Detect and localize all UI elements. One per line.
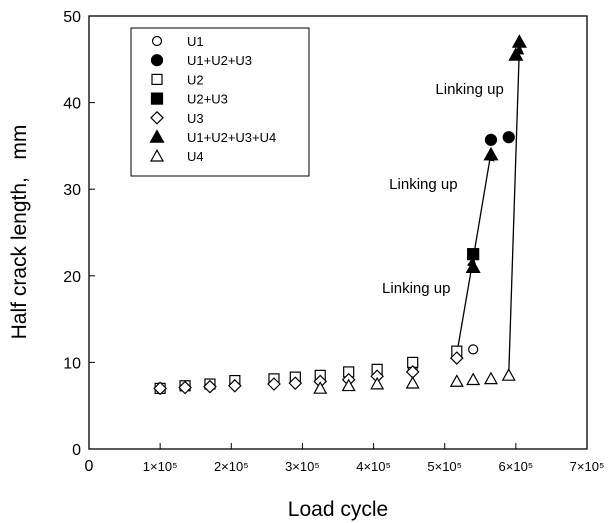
series-u1-u2-u3-u4 <box>465 34 527 273</box>
y-tick-label: 40 <box>63 96 81 113</box>
legend-marker-u2 <box>151 73 163 86</box>
linking-up-label: Linking up <box>435 81 503 98</box>
x-tick-label: 3×10⁵ <box>285 459 320 474</box>
legend-label-u1-u2-u3-u4: U1+U2+U3+U4 <box>187 130 276 145</box>
y-tick-label: 10 <box>63 355 81 372</box>
x-tick-label: 7×10⁵ <box>570 459 605 474</box>
linking-arrow <box>472 150 495 259</box>
data-point-u1-u2-u3 <box>502 131 515 144</box>
data-point-u1-u2-u3-u4 <box>508 47 524 61</box>
series-u3 <box>153 351 464 396</box>
x-tick-label: 1×10⁵ <box>143 459 178 474</box>
linking-arrow <box>508 44 525 375</box>
data-point-u1-u2-u3 <box>484 133 498 146</box>
data-point-u4 <box>405 375 420 389</box>
data-point-u3 <box>449 351 464 365</box>
data-point-u2-u3 <box>467 248 480 261</box>
y-tick-label: 30 <box>63 182 81 199</box>
data-point-u3 <box>227 378 242 393</box>
legend-label-u1-u2-u3: U1+U2+U3 <box>187 53 252 68</box>
x-tick-label: 2×10⁵ <box>214 459 249 474</box>
data-point-u4 <box>466 372 481 386</box>
y-axis-title: Half crack length, mm <box>8 125 31 340</box>
series-u1 <box>155 344 479 393</box>
y-tick-label: 20 <box>63 269 81 286</box>
y-tick-label: 0 <box>72 442 81 459</box>
legend-label-u2-u3: U2+U3 <box>187 92 228 107</box>
data-point-u1-u2-u3-u4 <box>483 146 499 161</box>
y-tick-label: 50 <box>63 9 81 26</box>
y-axis: 0 10 20 30 40 50 <box>63 9 95 459</box>
x-tick-label: 6×10⁵ <box>499 459 534 474</box>
data-point-u4 <box>313 381 328 394</box>
data-point-u4 <box>449 374 464 387</box>
data-point-u4 <box>370 376 385 390</box>
legend-marker-u1-u2-u3-u4 <box>149 129 165 143</box>
linking-up-label: Linking up <box>389 176 457 193</box>
annotation-layer: Linking up Linking up Linking up <box>382 81 504 297</box>
arrow-layer <box>456 44 525 375</box>
data-points <box>153 34 527 396</box>
legend-marker-u2-u3 <box>150 92 164 105</box>
legend-label-u3: U3 <box>187 111 204 126</box>
legend-marker-u4 <box>149 148 165 162</box>
data-point-u3 <box>153 381 167 396</box>
data-point-u4 <box>483 371 498 385</box>
legend-marker-u1 <box>151 35 163 47</box>
series-u4 <box>313 368 516 394</box>
data-point-u3 <box>288 376 303 391</box>
legend-label-u2: U2 <box>187 72 204 87</box>
x-tick-label: 4×10⁵ <box>356 459 391 474</box>
data-point-u3 <box>178 380 192 395</box>
x-tick-label: 0 <box>85 458 94 475</box>
legend-marker-u3 <box>150 110 164 125</box>
data-point-u1-u2-u3-u4 <box>511 34 527 48</box>
linking-arrow <box>456 256 477 354</box>
data-point-u3 <box>203 379 217 394</box>
data-point-u4 <box>341 378 356 392</box>
legend-label-u4: U4 <box>187 149 204 164</box>
x-tick-label: 5×10⁵ <box>427 459 462 474</box>
series-u1-u2-u3 <box>484 131 515 146</box>
data-point-u4 <box>501 368 516 381</box>
x-axis-title: Load cycle <box>288 498 388 521</box>
legend: U1 U1+U2+U3 U2 U2+U3 U3 U1+U2+U3+U4 U4 <box>130 27 310 177</box>
data-point-u1 <box>468 344 479 355</box>
plot-frame <box>88 15 588 450</box>
series-u2-u3 <box>467 248 480 261</box>
data-point-u1-u2-u3-u4 <box>465 259 481 273</box>
legend-marker-u1-u2-u3 <box>150 54 164 67</box>
x-axis: 0 1×10⁵ 2×10⁵ 3×10⁵ 4×10⁵ 5×10⁵ 6×10⁵ 7×10⁵ <box>85 443 605 475</box>
legend-label-u1: U1 <box>187 34 204 49</box>
data-point-u3 <box>267 377 281 391</box>
linking-up-label: Linking up <box>382 280 450 297</box>
